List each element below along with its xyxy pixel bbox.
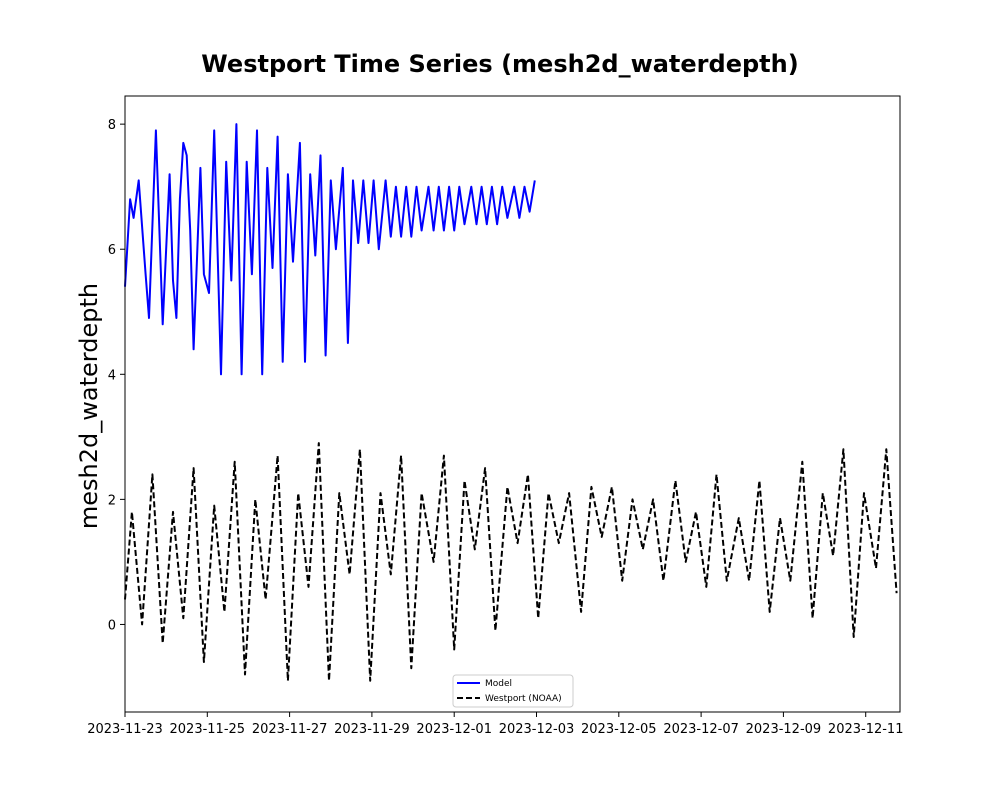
x-tick-label: 2023-12-03 [499, 722, 575, 737]
legend-label: Model [485, 679, 512, 689]
series-line-westport-noaa [124, 442, 898, 682]
legend-box [452, 674, 574, 708]
legend-label: Westport (NOAA) [485, 694, 562, 704]
legend: Model Westport (NOAA) [452, 674, 574, 708]
y-tick-label: 2 [108, 493, 116, 508]
x-tick-label: 2023-12-05 [581, 722, 657, 737]
x-tick-label: 2023-12-09 [746, 722, 822, 737]
plot-frame [124, 95, 901, 713]
series-line-model [124, 123, 536, 376]
x-tick-label: 2023-12-01 [416, 722, 492, 737]
chart-title: Westport Time Series (mesh2d_waterdepth) [201, 50, 799, 78]
x-tick-label: 2023-11-25 [170, 722, 246, 737]
x-tick-label: 2023-12-11 [828, 722, 904, 737]
x-tick-label: 2023-11-27 [252, 722, 328, 737]
x-axis: 2023-11-23 2023-11-25 2023-11-27 2023-11-29… [87, 712, 903, 737]
y-axis: 0 2 4 6 8 [108, 118, 125, 633]
series-layer [124, 123, 898, 682]
x-tick-label: 2023-11-23 [87, 722, 163, 737]
x-tick-label: 2023-12-07 [663, 722, 739, 737]
y-tick-label: 4 [108, 368, 116, 383]
y-tick-label: 0 [108, 618, 116, 633]
y-tick-label: 6 [108, 243, 116, 258]
x-tick-label: 2023-11-29 [334, 722, 410, 737]
y-tick-label: 8 [108, 118, 116, 133]
